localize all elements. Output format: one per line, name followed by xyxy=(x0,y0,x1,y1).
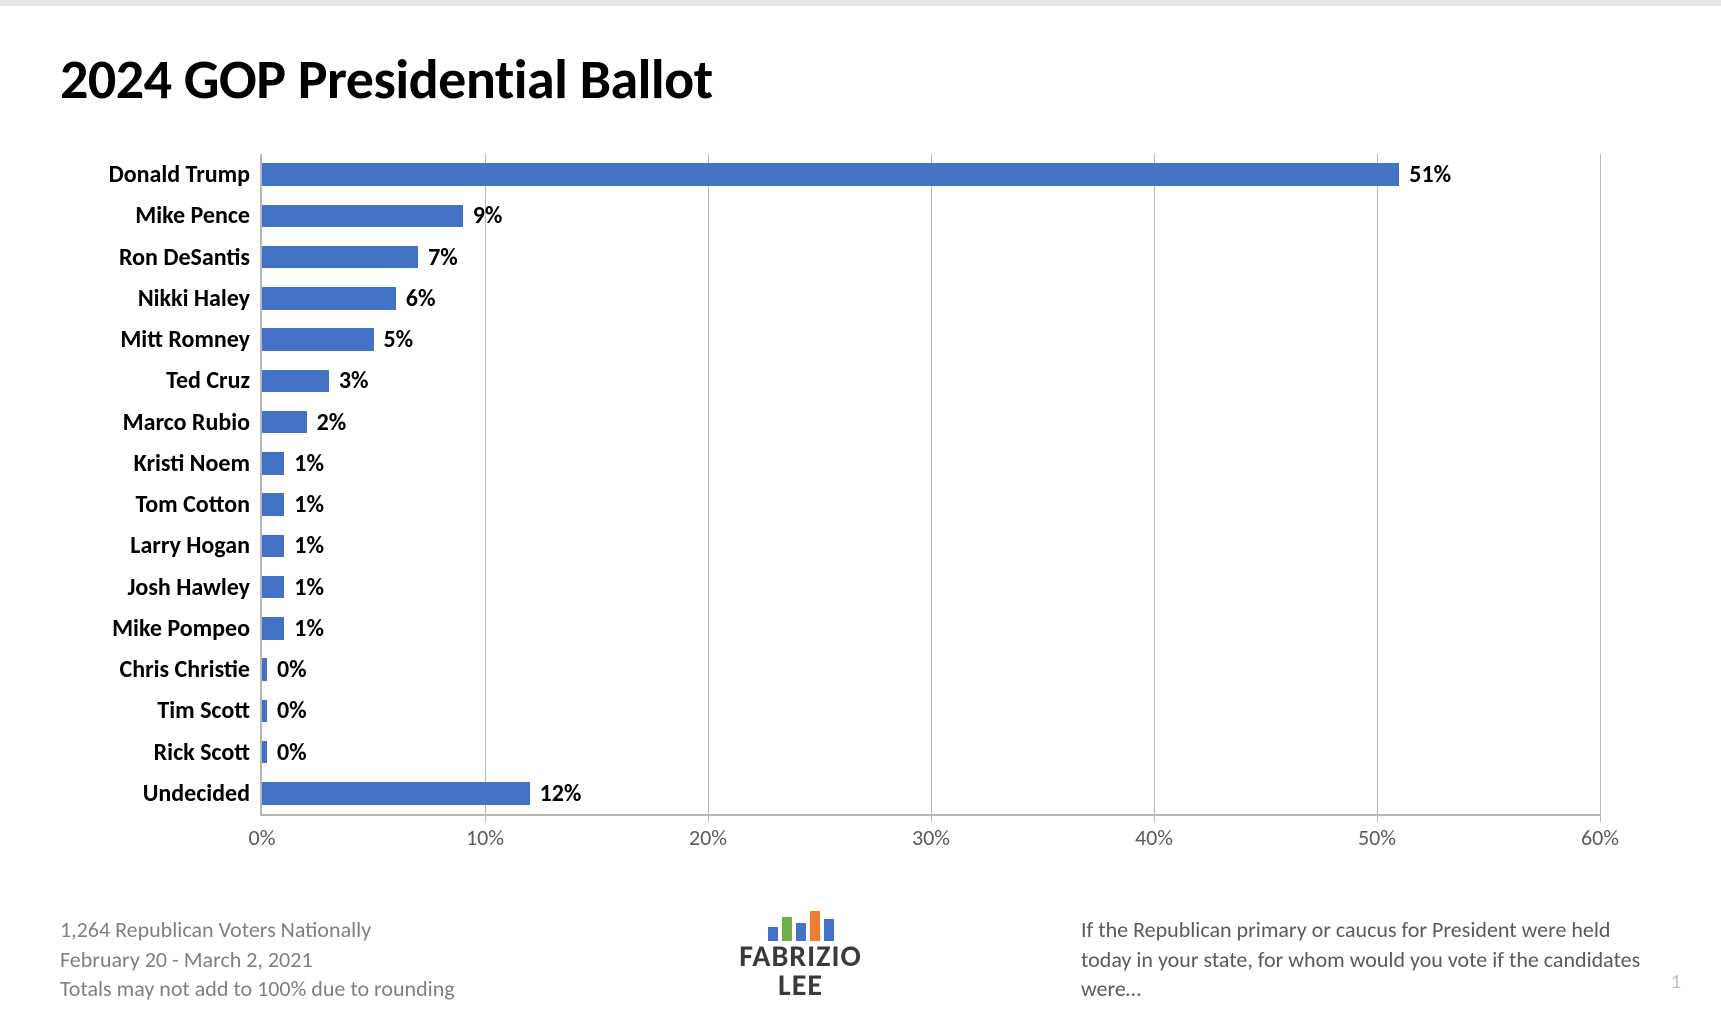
category-label: Mitt Romney xyxy=(120,325,250,354)
logo-text-line2: LEE xyxy=(739,972,862,1001)
value-label: 1% xyxy=(294,614,324,643)
bar-row: Mike Pence9% xyxy=(262,195,1600,236)
chart-area: 0%10%20%30%40%50%60%Donald Trump51%Mike … xyxy=(260,154,1600,816)
bar-row: Tim Scott0% xyxy=(262,690,1600,731)
bar-row: Josh Hawley1% xyxy=(262,567,1600,608)
footer: 1,264 Republican Voters Nationally Febru… xyxy=(60,911,1661,1004)
bar xyxy=(262,452,284,474)
category-label: Ron DeSantis xyxy=(119,243,250,272)
category-label: Tim Scott xyxy=(157,696,250,725)
x-tick-label: 60% xyxy=(1581,824,1619,851)
bar-row: Kristi Noem1% xyxy=(262,443,1600,484)
bar-row: Ted Cruz3% xyxy=(262,360,1600,401)
bar-row: Mike Pompeo1% xyxy=(262,608,1600,649)
value-label: 0% xyxy=(277,655,307,684)
bar xyxy=(262,782,530,804)
category-label: Rick Scott xyxy=(154,738,250,767)
value-label: 1% xyxy=(294,573,324,602)
bar-row: Marco Rubio2% xyxy=(262,402,1600,443)
value-label: 12% xyxy=(540,779,582,808)
bar-row: Undecided12% xyxy=(262,773,1600,814)
x-tick-label: 40% xyxy=(1135,824,1173,851)
value-label: 1% xyxy=(294,531,324,560)
bar xyxy=(262,535,284,557)
bar-row: Chris Christie0% xyxy=(262,649,1600,690)
category-label: Kristi Noem xyxy=(134,449,250,478)
value-label: 2% xyxy=(317,408,347,437)
logo-bars-icon xyxy=(739,911,862,941)
bar xyxy=(262,287,396,309)
bar xyxy=(262,370,329,392)
category-label: Donald Trump xyxy=(109,160,250,189)
logo: FABRIZIO LEE xyxy=(739,911,862,1000)
bar xyxy=(262,741,267,763)
x-tick-label: 10% xyxy=(466,824,504,851)
bar-row: Nikki Haley6% xyxy=(262,278,1600,319)
gridline xyxy=(1600,154,1601,822)
footnote-line: Totals may not add to 100% due to roundi… xyxy=(60,974,520,1004)
bar-row: Ron DeSantis7% xyxy=(262,237,1600,278)
bar-row: Larry Hogan1% xyxy=(262,525,1600,566)
category-label: Chris Christie xyxy=(120,655,250,684)
value-label: 0% xyxy=(277,696,307,725)
category-label: Larry Hogan xyxy=(130,531,250,560)
category-label: Josh Hawley xyxy=(127,573,250,602)
category-label: Undecided xyxy=(143,779,250,808)
category-label: Marco Rubio xyxy=(123,408,250,437)
category-label: Tom Cotton xyxy=(135,490,250,519)
value-label: 51% xyxy=(1409,160,1451,189)
bar-row: Mitt Romney5% xyxy=(262,319,1600,360)
value-label: 1% xyxy=(294,490,324,519)
footnote-line: 1,264 Republican Voters Nationally xyxy=(60,915,520,945)
x-tick-label: 50% xyxy=(1358,824,1396,851)
logo-bar-icon xyxy=(810,911,820,941)
bar xyxy=(262,617,284,639)
bar xyxy=(262,246,418,268)
value-label: 9% xyxy=(473,201,503,230)
page-number: 1 xyxy=(1671,970,1681,994)
chart-title: 2024 GOP Presidential Ballot xyxy=(60,46,1661,114)
value-label: 5% xyxy=(384,325,414,354)
x-tick-label: 0% xyxy=(249,824,276,851)
footnote-left: 1,264 Republican Voters Nationally Febru… xyxy=(60,915,520,1004)
x-tick-label: 20% xyxy=(689,824,727,851)
bar-row: Rick Scott0% xyxy=(262,732,1600,773)
bar xyxy=(262,700,267,722)
value-label: 3% xyxy=(339,366,369,395)
bar xyxy=(262,163,1399,185)
bar xyxy=(262,411,307,433)
bar xyxy=(262,328,374,350)
bar xyxy=(262,576,284,598)
bar-row: Tom Cotton1% xyxy=(262,484,1600,525)
category-label: Mike Pompeo xyxy=(112,614,250,643)
value-label: 0% xyxy=(277,738,307,767)
value-label: 7% xyxy=(428,243,458,272)
value-label: 6% xyxy=(406,284,436,313)
value-label: 1% xyxy=(294,449,324,478)
category-label: Ted Cruz xyxy=(166,366,250,395)
footnote-line: February 20 - March 2, 2021 xyxy=(60,945,520,975)
bar xyxy=(262,658,267,680)
footnote-right: If the Republican primary or caucus for … xyxy=(1081,915,1661,1004)
category-label: Nikki Haley xyxy=(138,284,250,313)
category-label: Mike Pence xyxy=(135,201,250,230)
x-tick-label: 30% xyxy=(912,824,950,851)
slide: 2024 GOP Presidential Ballot 0%10%20%30%… xyxy=(0,0,1721,1024)
bar xyxy=(262,205,463,227)
bar-chart: 0%10%20%30%40%50%60%Donald Trump51%Mike … xyxy=(260,154,1600,816)
bar-row: Donald Trump51% xyxy=(262,154,1600,195)
bar xyxy=(262,493,284,515)
